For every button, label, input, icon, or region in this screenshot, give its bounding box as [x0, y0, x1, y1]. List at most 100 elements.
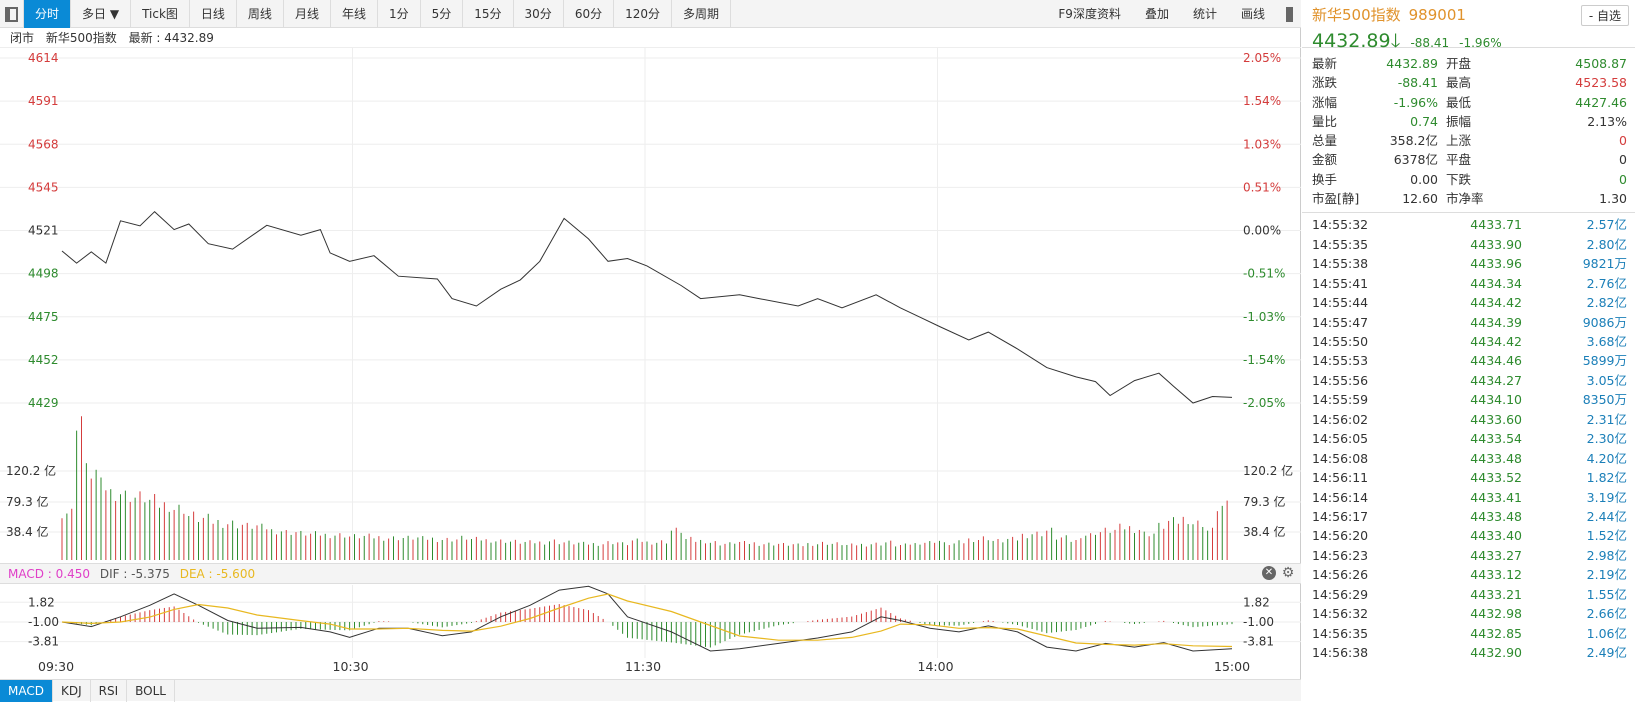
- price-tick-label: 4498: [28, 267, 59, 281]
- tab-indicator[interactable]: MACD: [0, 680, 53, 702]
- panel-icon: [5, 6, 18, 22]
- tab-period[interactable]: 多日 ▼: [71, 0, 132, 28]
- tick-price: 4434.34: [1470, 275, 1522, 291]
- tab-period[interactable]: 1分: [378, 0, 421, 28]
- pct-tick-label: -1.54%: [1243, 353, 1285, 367]
- stat-value: 358.2亿: [1389, 133, 1438, 149]
- arrow-down-icon: 🡓: [1390, 30, 1401, 52]
- tab-period[interactable]: 15分: [463, 0, 514, 28]
- toolbar-right-button[interactable]: 叠加: [1144, 7, 1169, 21]
- tick-volume: 2.98亿: [1586, 547, 1627, 563]
- tick-time: 14:56:11: [1312, 470, 1369, 486]
- tick-time: 14:56:02: [1312, 411, 1369, 427]
- tick-price: 4433.54: [1470, 431, 1522, 447]
- tick-price: 4433.27: [1470, 547, 1522, 563]
- tick-row: 14:55:35 4433.90 2.80亿: [1312, 235, 1627, 254]
- tick-row: 14:56:11 4433.52 1.82亿: [1312, 468, 1627, 487]
- intraday-chart: 4614 2.05% 4591 1.54% 4568 1.03% 4545 0.51% 4521…: [0, 48, 1301, 674]
- latest-price: 最新 : 4432.89: [128, 31, 214, 45]
- macd-tick-label: -1.00: [28, 615, 59, 629]
- tick-price: 4432.98: [1470, 606, 1522, 622]
- tick-row: 14:56:29 4433.21 1.55亿: [1312, 585, 1627, 604]
- tick-row: 14:56:14 4433.41 3.19亿: [1312, 488, 1627, 507]
- price-tick-label: 4568: [28, 137, 59, 151]
- tab-period[interactable]: Tick图: [131, 0, 190, 28]
- tick-time: 14:56:29: [1312, 586, 1369, 602]
- volume-tick-label: 38.4 亿: [1243, 524, 1286, 539]
- tick-volume: 4.20亿: [1586, 450, 1627, 466]
- tick-volume: 2.19亿: [1586, 567, 1627, 583]
- price-tick-label: 4591: [28, 94, 59, 108]
- tab-period[interactable]: 年线: [331, 0, 378, 28]
- tick-volume: 3.05亿: [1586, 372, 1627, 388]
- stats-table: 最新 4432.89 开盘 4508.87 涨跌 -88.41 最高 4523.58 涨幅 -1.…: [1302, 48, 1635, 214]
- dif-value: DIF : -5.375: [99, 567, 170, 581]
- tab-period[interactable]: 分时: [24, 0, 72, 28]
- tick-time: 14:56:17: [1312, 508, 1369, 524]
- tick-row: 14:56:02 4433.60 2.31亿: [1312, 410, 1627, 429]
- tab-indicator[interactable]: BOLL: [127, 680, 175, 702]
- stat-label: 开盘: [1446, 56, 1472, 71]
- stat-row: 量比 0.74 振幅 2.13%: [1312, 112, 1627, 131]
- tab-period[interactable]: 120分: [614, 0, 672, 28]
- tick-volume: 2.66亿: [1586, 606, 1627, 622]
- price-tick-label: 4429: [28, 396, 59, 410]
- toolbar-right-button[interactable]: F9深度资料: [1058, 7, 1121, 21]
- tick-time: 14:55:53: [1312, 353, 1369, 369]
- dif-line: [61, 585, 1233, 652]
- tab-period[interactable]: 30分: [514, 0, 564, 28]
- tick-price: 4434.10: [1470, 392, 1522, 408]
- tick-volume: 9086万: [1582, 314, 1627, 330]
- tick-volume: 5899万: [1582, 353, 1627, 369]
- stat-label: 最新: [1312, 56, 1338, 71]
- tick-price: 4433.90: [1470, 236, 1522, 252]
- tick-row: 14:55:53 4434.46 5899万: [1312, 351, 1627, 370]
- quote-change: -88.41: [1410, 36, 1450, 50]
- tab-period[interactable]: 日线: [190, 0, 237, 28]
- tick-time: 14:56:38: [1312, 645, 1369, 660]
- tab-period[interactable]: 周线: [237, 0, 284, 28]
- tab-period[interactable]: 月线: [284, 0, 331, 28]
- volume-tick-label: 38.4 亿: [6, 524, 49, 539]
- tick-price: 4434.27: [1470, 372, 1522, 388]
- stat-label: 金额: [1312, 152, 1338, 168]
- tick-row: 14:56:32 4432.98 2.66亿: [1312, 604, 1627, 623]
- toolbar-right-button[interactable]: 画线: [1240, 7, 1265, 21]
- stat-value: 0: [1619, 152, 1627, 168]
- tick-row: 14:55:50 4434.42 3.68亿: [1312, 332, 1627, 351]
- stat-value: 4508.87: [1575, 56, 1627, 71]
- macd-tick-label: 1.82: [28, 595, 55, 609]
- tab-indicator[interactable]: KDJ: [53, 680, 91, 702]
- tick-row: 14:55:41 4434.34 2.76亿: [1312, 274, 1627, 293]
- volume-tick-label: 120.2 亿: [1243, 463, 1293, 478]
- toolbar-right-button[interactable]: 统计: [1192, 7, 1217, 21]
- tick-volume: 9821万: [1582, 256, 1627, 272]
- toggle-right-panel-button[interactable]: [1277, 0, 1301, 28]
- pct-tick-label: 0.51%: [1243, 180, 1281, 194]
- pct-tick-label: 2.05%: [1243, 51, 1281, 65]
- pct-tick-label: 1.54%: [1243, 94, 1281, 108]
- tab-period[interactable]: 60分: [564, 0, 615, 28]
- tab-period[interactable]: 5分: [421, 0, 464, 28]
- tick-volume: 2.80亿: [1586, 236, 1627, 252]
- volume-tick-label: 120.2 亿: [6, 463, 56, 478]
- stat-row: 涨幅 -1.96% 最低 4427.46: [1312, 93, 1627, 112]
- close-icon[interactable]: ✕: [1262, 566, 1276, 580]
- stat-label: 量比: [1312, 113, 1338, 129]
- tick-volume: 8350万: [1582, 392, 1627, 408]
- tick-row: 14:55:38 4433.96 9821万: [1312, 254, 1627, 273]
- tick-volume: 1.82亿: [1586, 470, 1627, 486]
- dea-line: [61, 593, 1233, 648]
- tick-volume: 1.06亿: [1586, 625, 1627, 641]
- stat-label: 换手: [1312, 171, 1338, 187]
- tick-price: 4433.48: [1470, 508, 1522, 524]
- watchlist-button[interactable]: - 自选: [1580, 5, 1629, 26]
- stat-value: -1.96%: [1393, 94, 1438, 110]
- pct-tick-label: -2.05%: [1243, 396, 1285, 410]
- toggle-left-panel-button[interactable]: [0, 0, 24, 28]
- quote-name: 新华500指数: [1312, 6, 1401, 24]
- gear-icon[interactable]: ⚙: [1281, 565, 1295, 581]
- price-line: [61, 211, 1233, 404]
- tab-indicator[interactable]: RSI: [91, 680, 128, 702]
- tab-period[interactable]: 多周期: [672, 0, 732, 28]
